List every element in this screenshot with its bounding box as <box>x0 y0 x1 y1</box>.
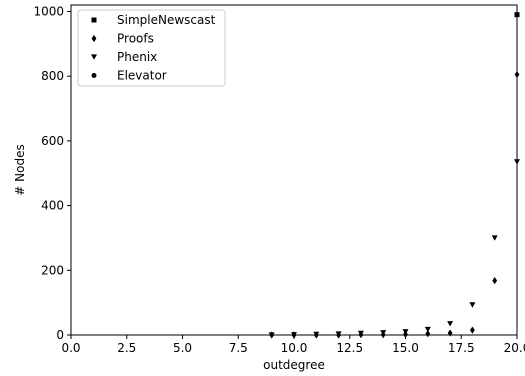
y-tick-label: 1000 <box>33 4 64 18</box>
legend-box <box>77 9 226 87</box>
legend-label-elevator: Elevator <box>117 69 167 83</box>
data-point-proofs <box>425 330 431 338</box>
x-tick-label: 0.0 <box>61 341 80 355</box>
data-point-phenix <box>514 159 520 165</box>
data-point-phenix <box>380 330 387 336</box>
x-axis-ticks: 0.0 2.5 5.0 7.5 10.0 12.5 15.0 17.5 20.0 <box>61 335 525 355</box>
y-axis-label: # Nodes <box>13 144 27 195</box>
x-tick-label: 5.0 <box>173 341 192 355</box>
legend-marker-proofs <box>91 34 97 43</box>
data-point-proofs <box>514 70 520 79</box>
data-point-phenix <box>491 235 498 241</box>
data-points <box>268 12 520 339</box>
x-tick-label: 17.5 <box>448 341 475 355</box>
x-tick-label: 15.0 <box>392 341 419 355</box>
y-axis-ticks: 0 200 400 600 800 1000 <box>33 4 71 342</box>
legend-label-proofs: Proofs <box>117 32 154 46</box>
data-point-phenix <box>268 332 275 338</box>
x-tick-label: 10.0 <box>281 341 308 355</box>
y-tick-label: 400 <box>41 199 64 213</box>
x-axis-label: outdegree <box>263 358 325 372</box>
data-point-proofs <box>492 277 498 285</box>
legend-marker-phenix <box>91 54 97 60</box>
y-tick-label: 600 <box>41 134 64 148</box>
data-point-proofs <box>447 329 453 337</box>
legend: SimpleNewscast Proofs Phenix Elevator <box>77 9 226 87</box>
legend-label-phenix: Phenix <box>117 50 157 64</box>
x-tick-label: 2.5 <box>117 341 136 355</box>
data-point-phenix <box>424 326 431 333</box>
x-tick-label: 12.5 <box>336 341 363 355</box>
x-tick-label: 20.0 <box>504 341 525 355</box>
data-point-phenix <box>357 330 364 337</box>
legend-marker-simplenewscast <box>91 17 97 23</box>
y-tick-label: 0 <box>56 328 64 342</box>
y-tick-label: 200 <box>41 263 64 277</box>
data-point-phenix <box>335 331 342 337</box>
data-point-phenix <box>313 331 320 338</box>
legend-marker-elevator <box>91 73 97 78</box>
legend-label-simplenewscast: SimpleNewscast <box>117 13 216 27</box>
data-point-elevator <box>514 12 520 18</box>
y-tick-label: 800 <box>41 69 64 83</box>
data-point-phenix <box>402 329 409 335</box>
data-point-phenix <box>447 321 454 327</box>
data-point-phenix <box>291 332 297 338</box>
data-point-phenix <box>469 302 476 308</box>
x-tick-label: 7.5 <box>229 341 248 355</box>
data-point-proofs <box>470 326 475 334</box>
